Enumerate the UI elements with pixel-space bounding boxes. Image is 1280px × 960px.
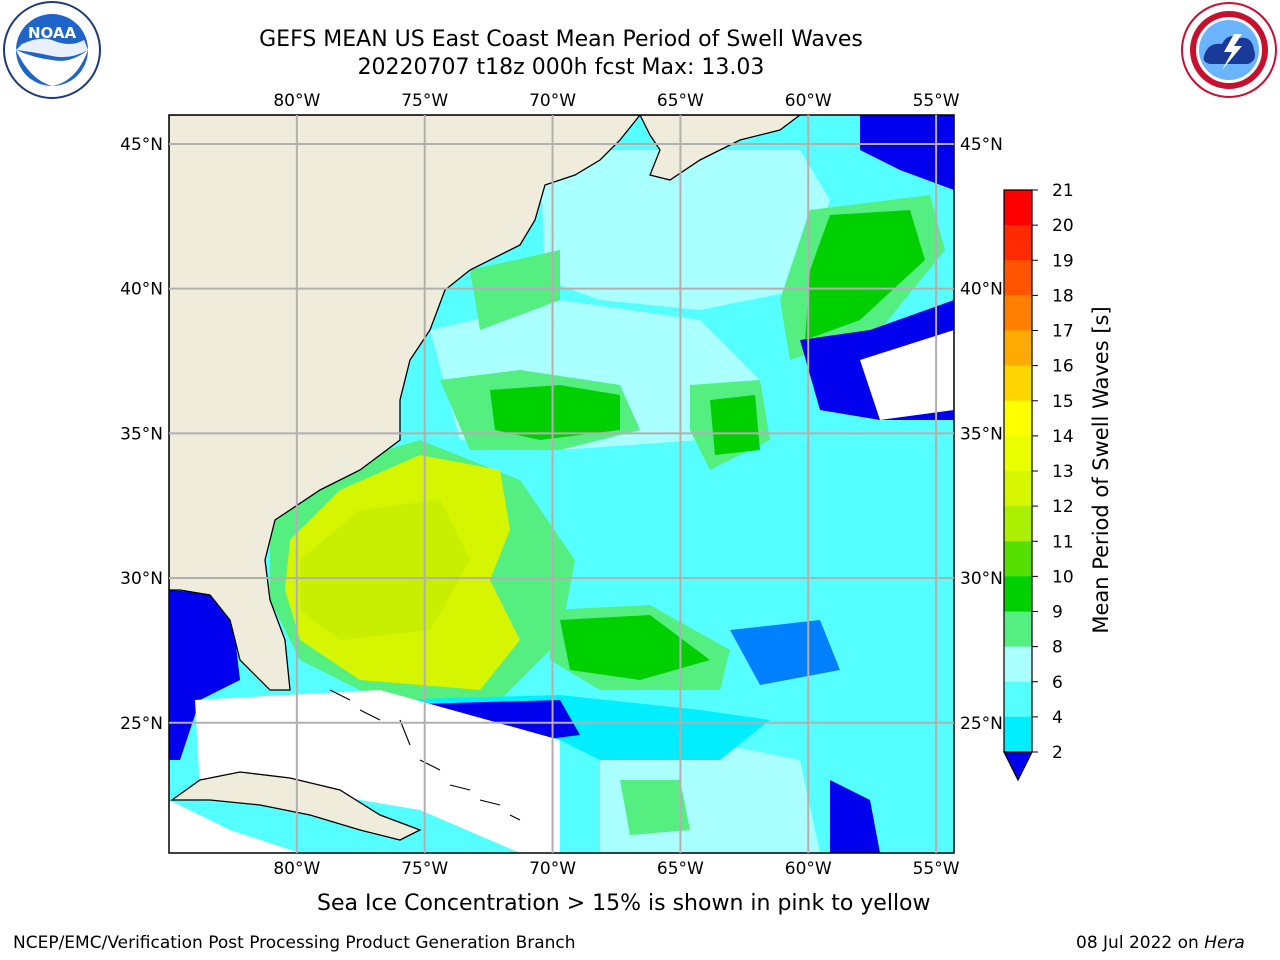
colorbar-tick-label: 20 <box>1052 216 1074 236</box>
colorbar-swatch <box>1004 225 1032 261</box>
colorbar-tick-label: 4 <box>1052 708 1063 728</box>
map-field <box>169 115 954 853</box>
colorbar-tick-label: 6 <box>1052 673 1063 693</box>
swell-9-10s-caribbean <box>620 780 690 835</box>
swell-10-11s-plume <box>560 615 710 680</box>
lat-tick-label-left: 30°N <box>120 569 163 589</box>
footer-organization: NCEP/EMC/Verification Post Processing Pr… <box>13 933 576 953</box>
chart-subtitle: 20220707 t18z 000h fcst Max: 13.03 <box>357 55 765 80</box>
footer-host: Hera <box>1204 933 1245 953</box>
swell-10-11s-gulfstream <box>490 385 620 440</box>
colorbar-tick-label: 10 <box>1052 567 1074 587</box>
colorbar-swatch <box>1004 646 1032 683</box>
lat-tick-label-left: 35°N <box>120 424 163 444</box>
land-bahamas <box>329 689 521 821</box>
lon-tick-label-bottom: 55°W <box>913 859 960 879</box>
colorbar-extend-arrow <box>1003 751 1033 782</box>
lat-tick-label-left: 25°N <box>120 714 163 734</box>
lon-tick-label-top: 55°W <box>913 91 960 111</box>
colorbar-tick-label: 8 <box>1052 638 1063 658</box>
colorbar-swatch <box>1004 506 1032 542</box>
colorbar-swatch <box>1004 576 1032 612</box>
lon-tick-label-top: 80°W <box>273 91 320 111</box>
lon-tick-label-bottom: 60°W <box>785 859 832 879</box>
nws-logo <box>1181 2 1277 98</box>
colorbar-swatch <box>1004 260 1032 296</box>
colorbar-tick-label: 18 <box>1052 286 1074 306</box>
colorbar-tick-label: 9 <box>1052 603 1063 623</box>
noaa-logo: NOAA <box>3 1 101 99</box>
colorbar-swatch <box>1004 365 1032 402</box>
chart-title: GEFS MEAN US East Coast Mean Period of S… <box>259 27 863 52</box>
lon-tick-label-bottom: 65°W <box>657 859 704 879</box>
swell-2-4s-caribbean <box>830 780 880 853</box>
lon-tick-label-bottom: 70°W <box>529 859 576 879</box>
lat-tick-label-right: 30°N <box>960 569 1003 589</box>
no-data-bahamas <box>195 690 560 853</box>
footer-date: 08 Jul 2022 on Hera <box>1076 933 1245 953</box>
lat-tick-label-right: 35°N <box>960 424 1003 444</box>
colorbar-tick-label: 17 <box>1052 322 1074 342</box>
graticule: 80°W 80°W 75°W 75°W 70°W 70°W 65°W 65°W 60°W 60°W… <box>120 91 1003 879</box>
colorbar-swatch <box>1004 471 1032 507</box>
colorbar-swatch <box>1004 295 1032 331</box>
colorbar-tick-label: 12 <box>1052 497 1074 517</box>
swell-2-4s-gulf <box>169 590 240 760</box>
colorbar-swatch <box>1004 681 1032 718</box>
colorbar-swatch <box>1004 400 1032 437</box>
colorbar-tick-label: 19 <box>1052 251 1074 271</box>
noaa-logo-text: NOAA <box>28 24 77 42</box>
colorbar-tick-label: 2 <box>1052 743 1063 763</box>
land-us-east-coast <box>169 115 641 691</box>
colorbar-tick-label: 21 <box>1052 181 1074 201</box>
map-frame <box>168 114 955 854</box>
colorbar-tick-label: 11 <box>1052 532 1074 552</box>
lat-tick-label-right: 25°N <box>960 714 1003 734</box>
lon-tick-label-top: 75°W <box>401 91 448 111</box>
lon-tick-label-top: 65°W <box>657 91 704 111</box>
no-data-sw-corner <box>169 800 300 853</box>
swell-8-9s-north <box>540 150 830 310</box>
lat-tick-label-left: 40°N <box>120 280 163 300</box>
swell-10-11s-northeast <box>805 210 925 340</box>
swell-10-11s-island <box>710 395 760 455</box>
lon-tick-label-top: 60°W <box>785 91 832 111</box>
colorbar: 21 20 19 18 17 16 15 14 13 12 11 10 9 8 6 4 2 <box>1003 181 1074 782</box>
colorbar-swatch <box>1004 541 1032 577</box>
colorbar-swatch <box>1004 330 1032 367</box>
lat-tick-label-right: 40°N <box>960 280 1003 300</box>
colorbar-swatch <box>1004 716 1032 753</box>
lon-tick-label-bottom: 75°W <box>401 859 448 879</box>
colorbar-label: Mean Period of Swell Waves [s] <box>1089 306 1113 633</box>
lat-tick-label-left: 45°N <box>120 135 163 155</box>
sea-ice-note: Sea Ice Concentration > 15% is shown in … <box>317 891 931 916</box>
lon-tick-label-bottom: 80°W <box>273 859 320 879</box>
colorbar-swatch <box>1004 190 1032 226</box>
colorbar-tick-label: 15 <box>1052 392 1074 412</box>
swell-2-4s-ne-corner <box>860 115 954 190</box>
lon-tick-label-top: 70°W <box>529 91 576 111</box>
footer-date-text: 08 Jul 2022 on <box>1076 933 1205 953</box>
colorbar-tick-label: 16 <box>1052 357 1074 377</box>
swell-9-10s-ne-shelf <box>470 250 560 330</box>
colorbar-swatch <box>1004 611 1032 648</box>
colorbar-tick-label: 13 <box>1052 462 1074 482</box>
swell-6-8s-east <box>560 480 950 640</box>
swell-2-4s-east <box>730 620 840 685</box>
swell-12-13s-inner <box>300 500 470 640</box>
lat-tick-label-right: 45°N <box>960 135 1003 155</box>
no-data-east <box>860 330 954 420</box>
colorbar-tick-label: 14 <box>1052 427 1074 447</box>
colorbar-swatch <box>1004 435 1032 472</box>
